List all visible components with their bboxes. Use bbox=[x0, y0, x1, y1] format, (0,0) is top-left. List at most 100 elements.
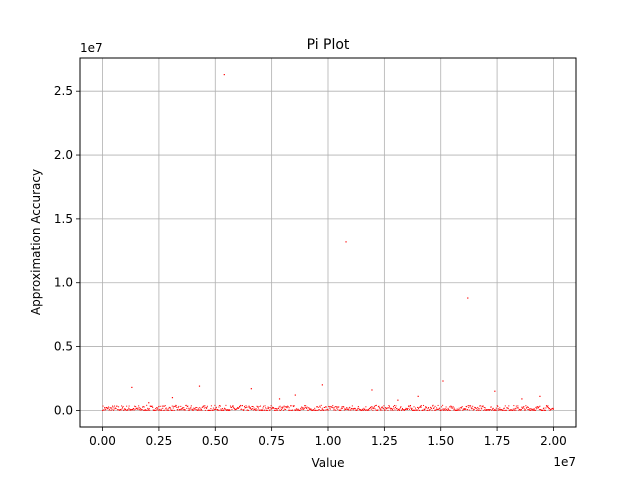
data-point bbox=[416, 409, 418, 411]
data-point bbox=[133, 407, 135, 409]
data-point bbox=[146, 409, 148, 411]
data-point bbox=[524, 409, 526, 411]
data-point bbox=[372, 407, 374, 409]
data-point bbox=[312, 409, 314, 411]
data-point bbox=[185, 404, 187, 406]
data-point bbox=[113, 408, 115, 410]
data-point bbox=[252, 406, 254, 408]
data-point bbox=[239, 404, 241, 406]
data-point-outlier bbox=[131, 386, 133, 389]
data-point bbox=[307, 409, 309, 411]
data-point bbox=[461, 407, 463, 409]
data-point-outlier bbox=[371, 389, 373, 391]
x-tick-label: 1.25 bbox=[371, 434, 398, 448]
data-point bbox=[258, 407, 260, 409]
data-point bbox=[493, 409, 495, 411]
data-point bbox=[433, 407, 435, 409]
data-point bbox=[500, 409, 502, 411]
data-point bbox=[488, 409, 490, 411]
data-point bbox=[421, 409, 423, 411]
data-point bbox=[229, 409, 231, 411]
data-point bbox=[500, 408, 502, 410]
data-point bbox=[452, 406, 454, 408]
data-point bbox=[335, 409, 337, 411]
data-point bbox=[114, 407, 116, 409]
data-point bbox=[481, 408, 483, 410]
data-point bbox=[369, 408, 371, 410]
data-point bbox=[311, 409, 313, 411]
data-point bbox=[330, 406, 332, 408]
data-point bbox=[516, 407, 518, 409]
data-point bbox=[316, 406, 318, 408]
data-point bbox=[501, 409, 503, 411]
data-point bbox=[297, 409, 299, 411]
data-point bbox=[121, 408, 123, 410]
data-point bbox=[528, 409, 530, 411]
data-point bbox=[478, 409, 480, 411]
data-point bbox=[545, 405, 547, 407]
data-point bbox=[183, 408, 185, 410]
data-point bbox=[290, 405, 292, 407]
data-point bbox=[459, 409, 461, 411]
data-point bbox=[165, 407, 167, 409]
chart-title: Pi Plot bbox=[307, 37, 350, 53]
data-point bbox=[211, 409, 213, 411]
data-point bbox=[248, 409, 250, 411]
data-point bbox=[427, 407, 429, 409]
data-point bbox=[550, 408, 552, 410]
data-point bbox=[463, 409, 465, 411]
data-point bbox=[154, 409, 156, 411]
data-point bbox=[523, 408, 525, 410]
data-point bbox=[197, 408, 199, 410]
data-point bbox=[254, 409, 256, 411]
data-point bbox=[417, 409, 419, 411]
data-point bbox=[455, 409, 457, 411]
data-point bbox=[389, 407, 391, 409]
data-point bbox=[426, 406, 428, 408]
data-point-outlier bbox=[521, 398, 523, 400]
data-point bbox=[404, 409, 406, 411]
data-point bbox=[303, 407, 305, 409]
data-point bbox=[323, 406, 325, 408]
data-point bbox=[395, 405, 397, 407]
data-point bbox=[114, 405, 116, 407]
data-point bbox=[243, 409, 245, 411]
data-point bbox=[475, 407, 477, 409]
data-point bbox=[505, 409, 507, 411]
data-point bbox=[160, 409, 162, 411]
data-point bbox=[162, 407, 164, 409]
data-point bbox=[152, 406, 154, 408]
data-point bbox=[219, 409, 221, 411]
data-point bbox=[310, 409, 312, 411]
data-point bbox=[132, 409, 134, 411]
data-point bbox=[446, 409, 448, 411]
data-point bbox=[228, 409, 230, 411]
data-point bbox=[171, 409, 173, 411]
data-point bbox=[358, 409, 360, 411]
data-point bbox=[103, 409, 105, 411]
data-point bbox=[167, 409, 169, 411]
data-point bbox=[240, 408, 242, 410]
data-point bbox=[374, 408, 376, 410]
data-point bbox=[308, 407, 310, 409]
data-point bbox=[480, 405, 482, 407]
data-point bbox=[202, 406, 204, 408]
data-point bbox=[534, 409, 536, 411]
data-point bbox=[284, 408, 286, 410]
data-point bbox=[131, 408, 133, 410]
data-point bbox=[158, 405, 160, 407]
data-point bbox=[143, 406, 145, 408]
data-point bbox=[490, 406, 492, 408]
data-point bbox=[205, 408, 207, 410]
data-point bbox=[533, 408, 535, 410]
data-point bbox=[313, 409, 315, 411]
data-point bbox=[149, 405, 151, 407]
data-point bbox=[435, 409, 437, 411]
data-point bbox=[337, 406, 339, 408]
data-point bbox=[411, 407, 413, 409]
data-point bbox=[166, 409, 168, 411]
data-point bbox=[414, 409, 416, 411]
data-point bbox=[305, 407, 307, 409]
data-point bbox=[395, 408, 397, 410]
data-point bbox=[134, 408, 136, 410]
